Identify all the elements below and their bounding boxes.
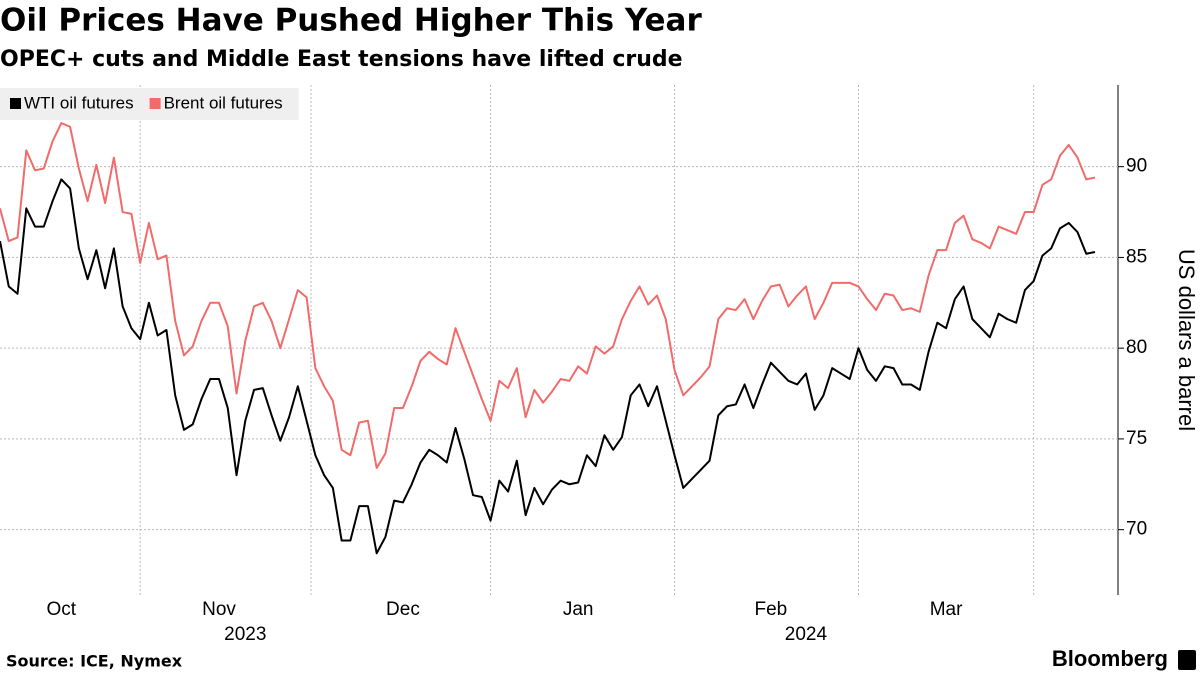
y-tick-label: 75 [1126,428,1147,449]
y-tick-label: 80 [1126,337,1147,358]
legend-swatch [10,98,21,109]
chart-subtitle: OPEC+ cuts and Middle East tensions have… [0,47,683,72]
x-tick-label: Oct [47,599,77,620]
legend-swatch [149,98,161,109]
x-tick-label: Mar [930,599,963,620]
x-tick-label: Feb [755,599,788,620]
x-tick-label: Jan [563,599,594,620]
legend-label: Brent oil futures [164,93,283,112]
x-group-label: 2024 [785,624,828,645]
series-line [0,122,1096,469]
y-tick-label: 90 [1126,156,1147,177]
x-tick-label: Nov [202,599,236,620]
brand-icon [1178,650,1196,670]
y-tick-label: 70 [1126,519,1147,540]
brand: Bloomberg [1052,646,1168,671]
legend-box [0,88,299,120]
legend-label: WTI oil futures [24,93,134,112]
x-group-label: 2023 [224,624,266,645]
source: Source: ICE, Nymex [6,652,183,671]
y-tick-label: 85 [1126,246,1147,267]
x-tick-label: Dec [386,599,420,620]
y-axis-label: US dollars a barrel [1174,249,1199,431]
chart-title: Oil Prices Have Pushed Higher This Year [0,3,702,39]
series-line [0,178,1096,555]
